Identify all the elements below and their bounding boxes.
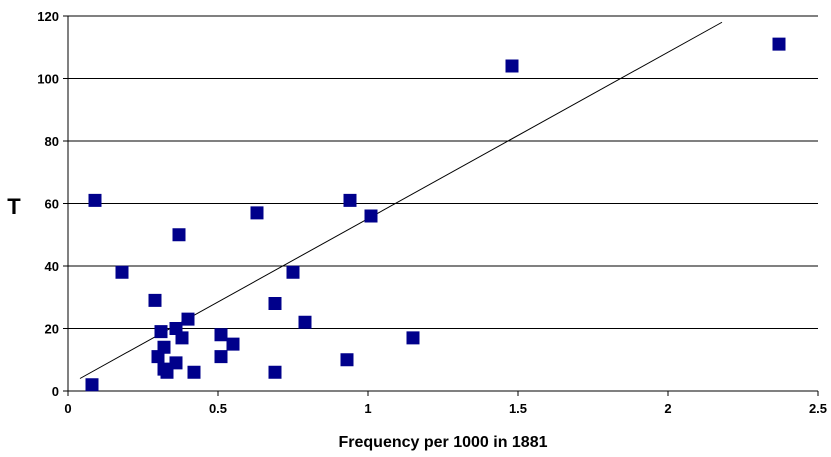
data-point bbox=[157, 340, 171, 354]
data-point bbox=[154, 325, 168, 339]
data-point bbox=[343, 193, 357, 207]
data-point bbox=[148, 293, 162, 307]
data-point bbox=[175, 331, 189, 345]
data-point bbox=[214, 328, 228, 342]
y-axis-label: T bbox=[7, 194, 21, 219]
x-tick-label: 1.5 bbox=[509, 401, 527, 416]
data-point bbox=[181, 312, 195, 326]
y-tick-label: 100 bbox=[37, 72, 59, 87]
y-tick-labels: 0 20 40 60 80 100 120 bbox=[37, 9, 59, 399]
x-tick-label: 2 bbox=[664, 401, 671, 416]
data-point bbox=[298, 315, 312, 329]
y-tick-label: 80 bbox=[45, 134, 59, 149]
data-point bbox=[85, 378, 99, 392]
x-tick-label: 0 bbox=[64, 401, 71, 416]
x-tick-label: 0.5 bbox=[209, 401, 227, 416]
x-axis-label: Frequency per 1000 in 1881 bbox=[339, 434, 548, 451]
y-tick-label: 20 bbox=[45, 322, 59, 337]
data-point bbox=[340, 353, 354, 367]
data-point bbox=[250, 206, 264, 220]
data-point bbox=[268, 297, 282, 310]
x-tick-labels: 0 0.5 1 1.5 2 2.5 bbox=[64, 401, 827, 416]
data-point bbox=[115, 265, 129, 279]
axes bbox=[63, 15, 819, 396]
y-tick-label: 120 bbox=[37, 9, 59, 24]
x-tick-label: 1 bbox=[364, 401, 371, 416]
gridlines bbox=[68, 15, 818, 329]
data-point bbox=[172, 228, 186, 242]
data-point bbox=[88, 193, 102, 207]
data-point bbox=[406, 331, 420, 345]
data-point bbox=[214, 350, 228, 364]
data-point bbox=[772, 37, 786, 51]
y-tick-label: 40 bbox=[45, 259, 59, 274]
y-tick-label: 0 bbox=[52, 384, 59, 399]
y-tick-label: 60 bbox=[45, 197, 59, 212]
data-point bbox=[505, 59, 519, 73]
data-point bbox=[169, 356, 183, 370]
data-point bbox=[226, 337, 240, 351]
data-points bbox=[85, 37, 786, 392]
x-tick-label: 2.5 bbox=[809, 401, 827, 416]
data-point bbox=[364, 209, 378, 223]
data-point bbox=[268, 365, 282, 379]
data-point bbox=[187, 365, 201, 379]
data-point bbox=[286, 265, 300, 279]
